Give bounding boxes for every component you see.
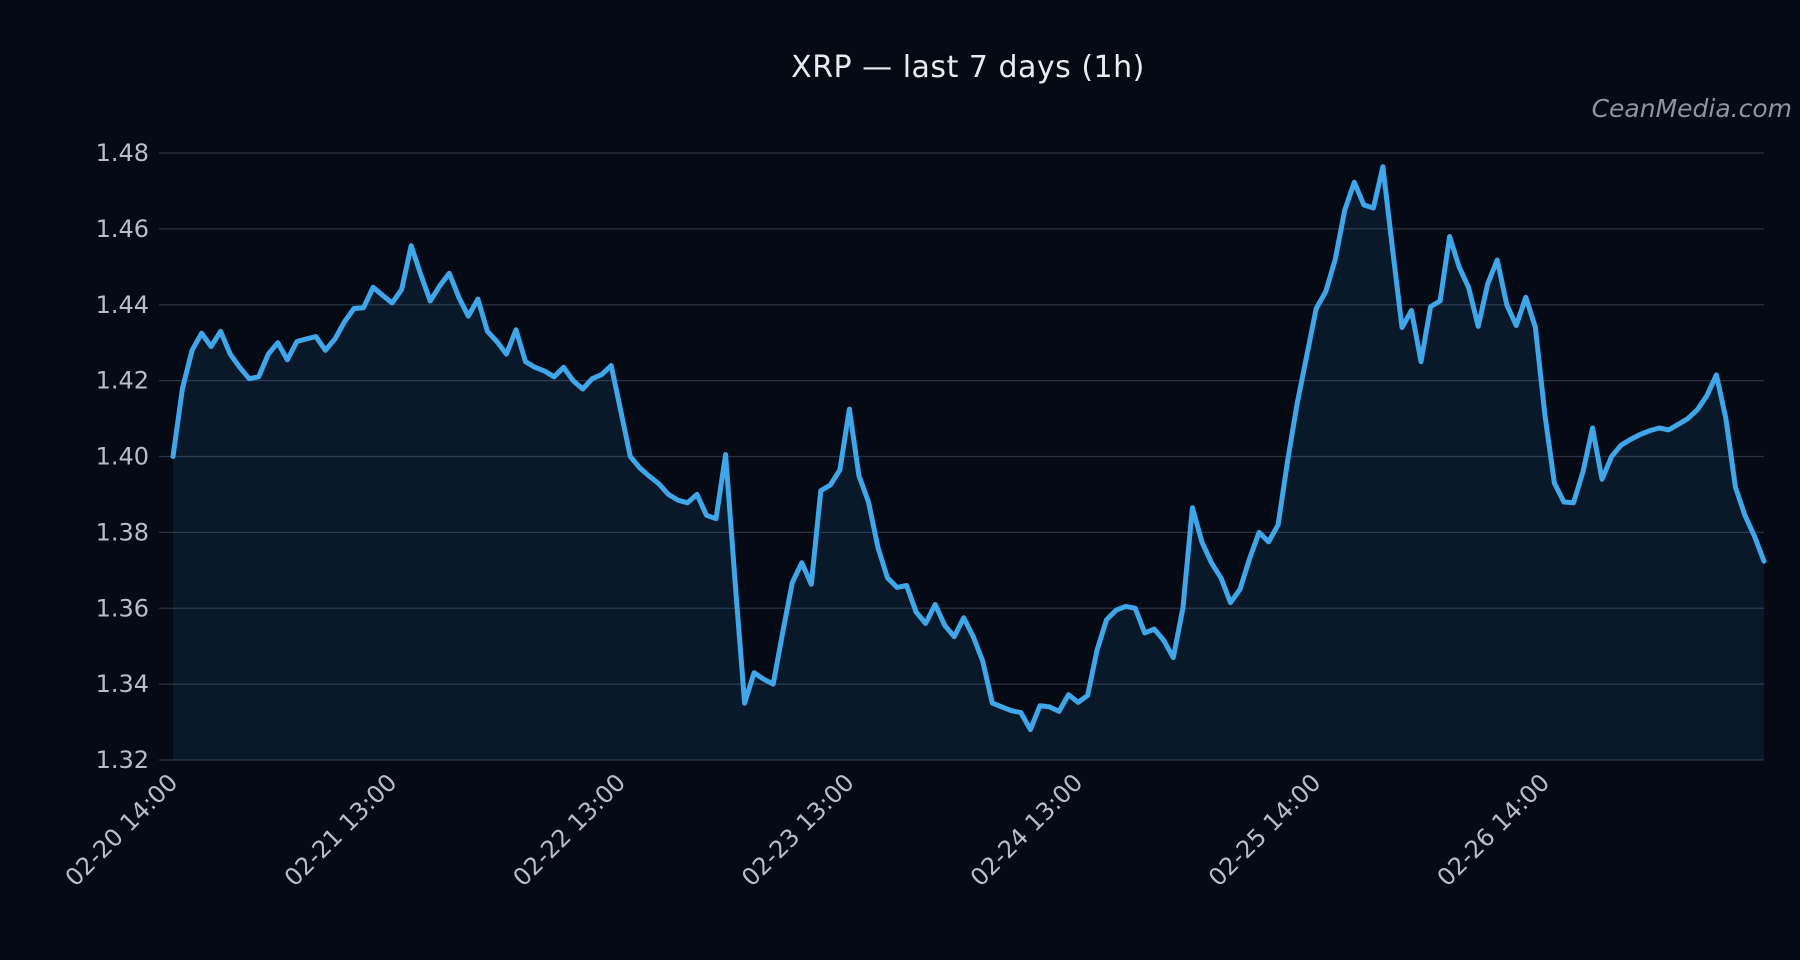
y-tick-label: 1.46 — [96, 215, 149, 243]
y-tick-label: 1.32 — [96, 746, 149, 774]
y-gridlines — [159, 152, 1764, 761]
y-tick-label: 1.42 — [96, 367, 149, 395]
y-tick-label: 1.38 — [96, 518, 149, 546]
watermark: CeanMedia.com — [1591, 94, 1792, 123]
y-tick-label: 1.44 — [96, 291, 149, 319]
page-title: XRP — last 7 days (1h) — [791, 50, 1145, 85]
y-tick-label: 1.40 — [96, 443, 149, 471]
y-tick-label: 1.48 — [96, 139, 149, 167]
area-fill — [173, 166, 1764, 760]
y-tick-label: 1.36 — [96, 594, 149, 622]
y-tick-label: 1.34 — [96, 670, 149, 698]
y-axis-labels: 1.32 1.34 1.36 1.38 1.40 1.42 1.44 1.46 1.48 — [96, 139, 149, 774]
price-line — [170, 164, 1767, 733]
